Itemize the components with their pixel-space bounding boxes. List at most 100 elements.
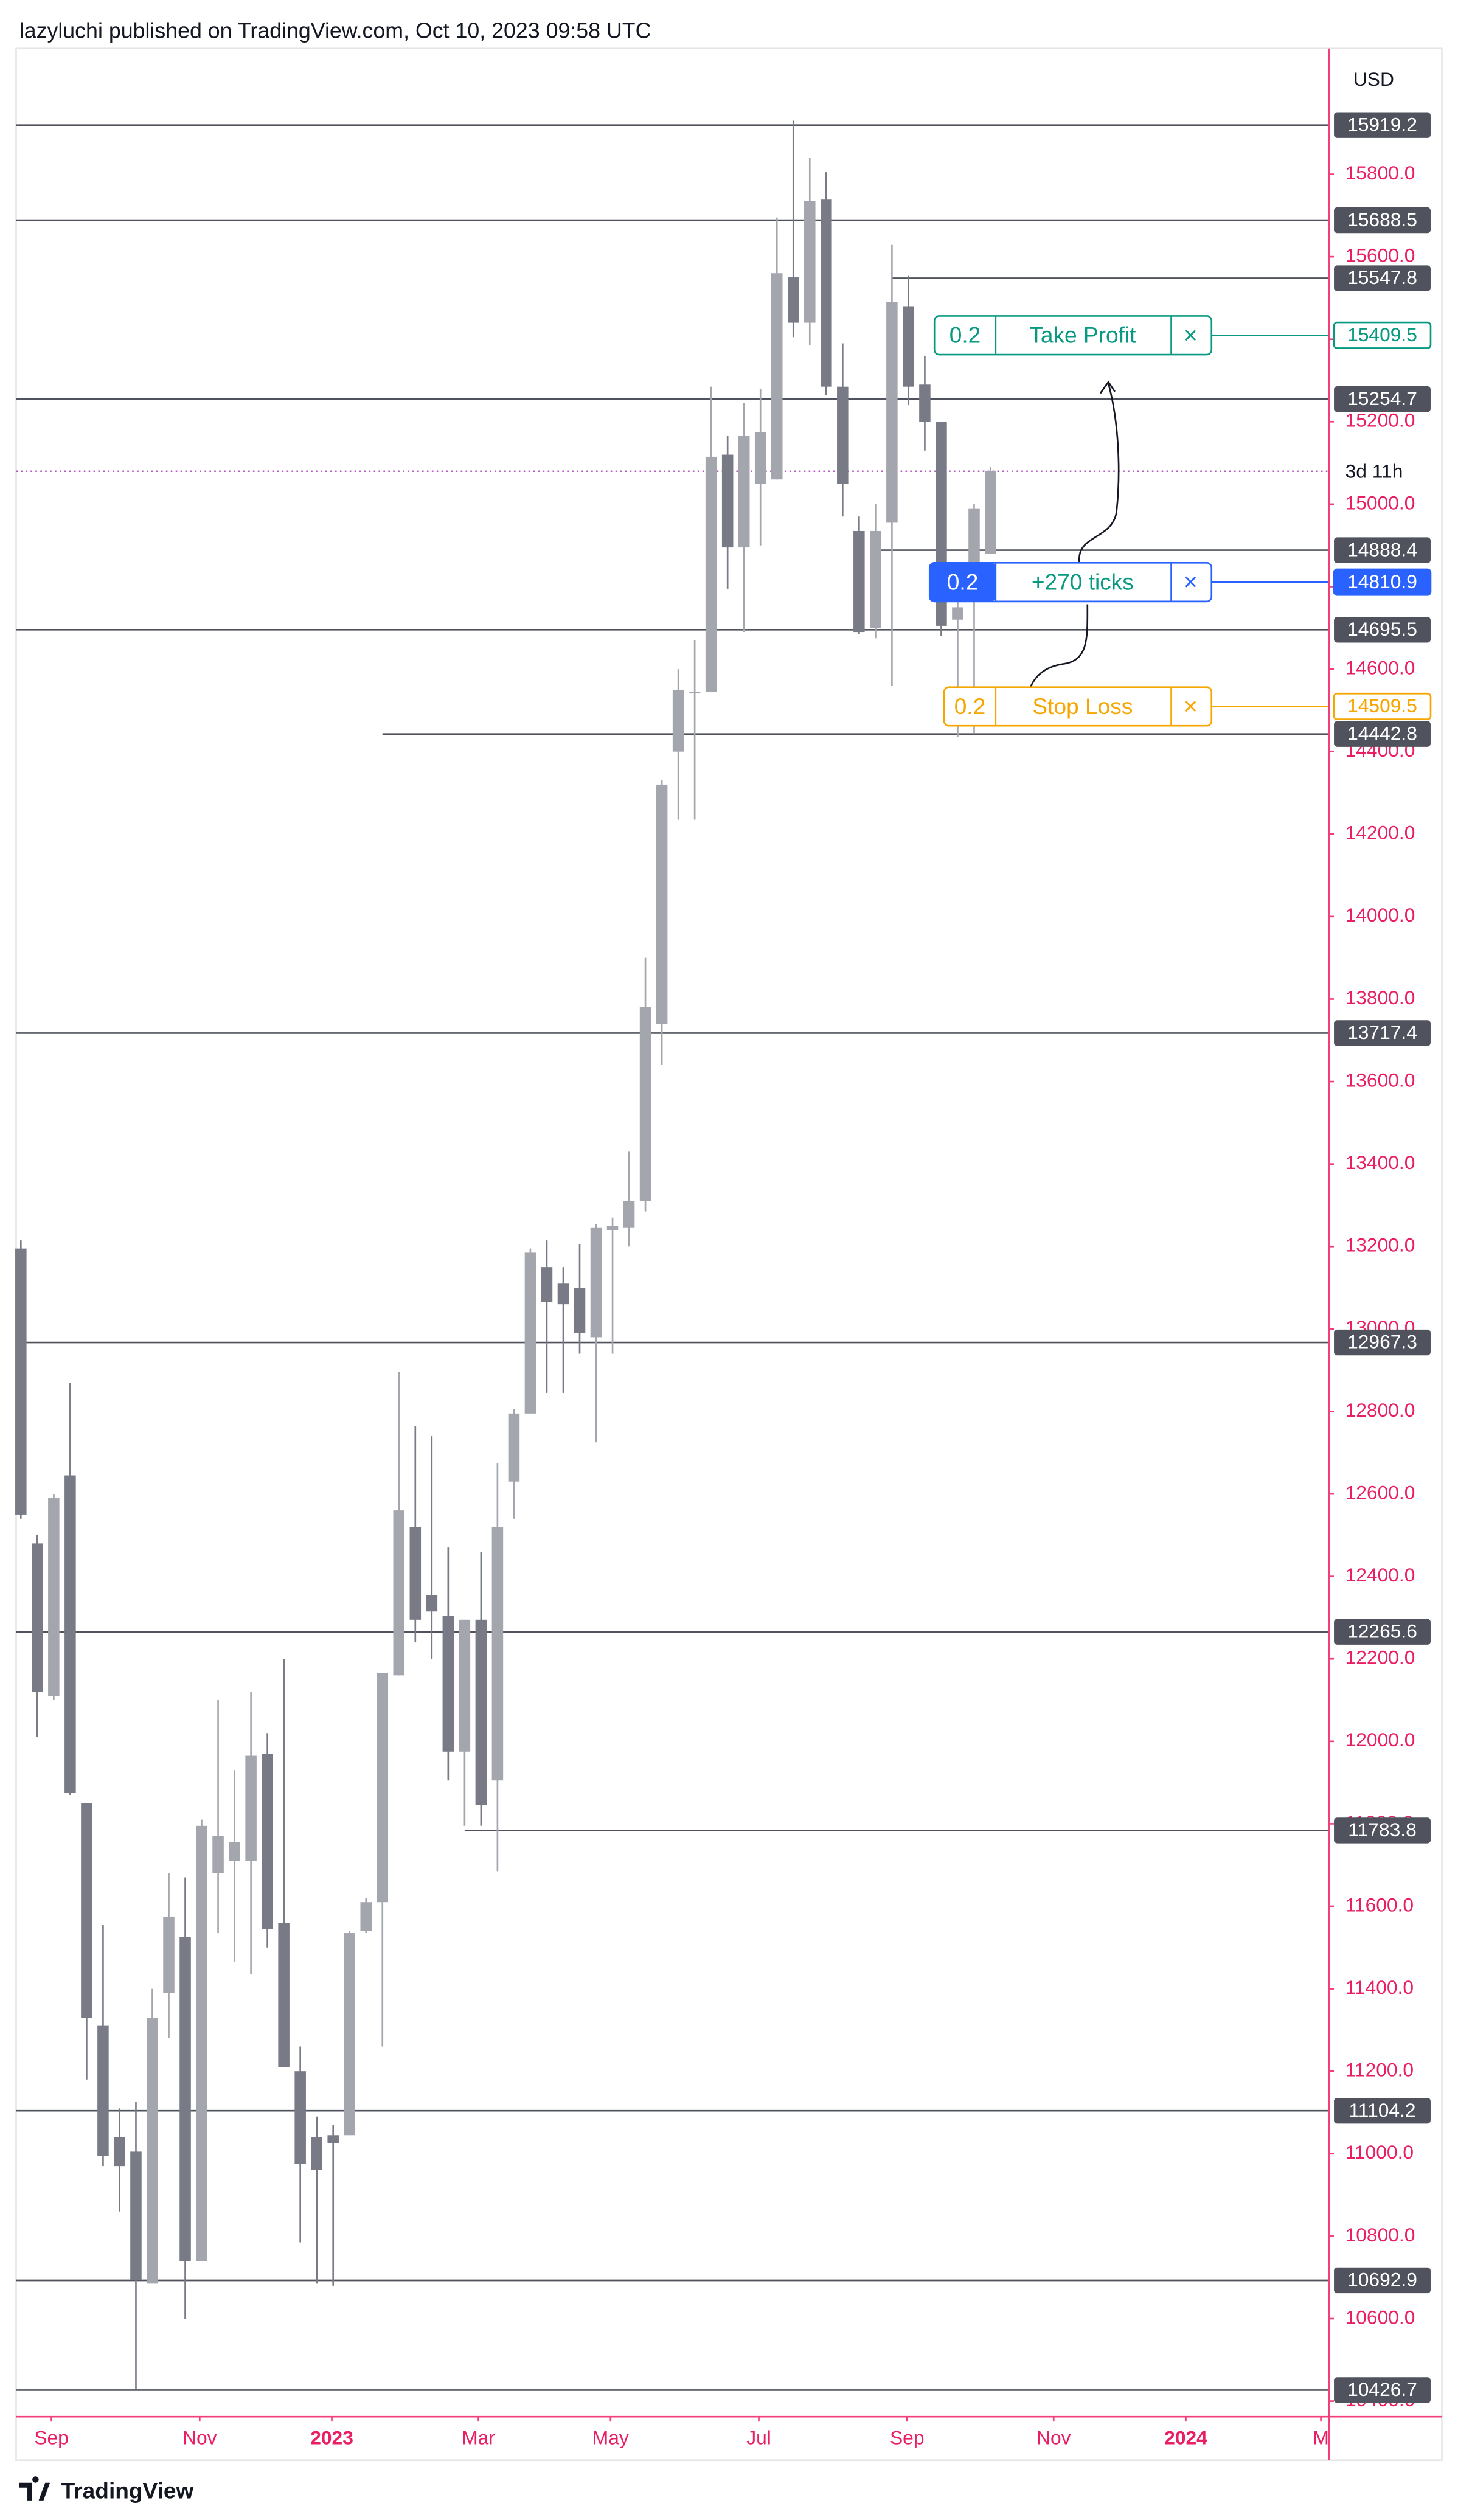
take-profit-close: ×	[1184, 322, 1198, 349]
candle-body	[32, 1543, 43, 1692]
y-tick-label: 10600.0	[1345, 2306, 1415, 2328]
y-tick-label: 12200.0	[1345, 1647, 1415, 1668]
level-tag	[1334, 2097, 1431, 2124]
candle-body	[705, 456, 717, 692]
y-tick-label: 14600.0	[1345, 656, 1415, 678]
candle-body	[804, 201, 816, 323]
level-tag	[1334, 537, 1431, 563]
candle-body	[442, 1616, 454, 1752]
candle-body	[886, 302, 898, 523]
candle-body	[327, 2135, 339, 2143]
level-tag	[1334, 2377, 1431, 2403]
candle-body	[196, 1825, 207, 2261]
x-tick-label: Mar	[462, 2427, 495, 2449]
take-profit-qty: 0.2	[949, 322, 981, 348]
x-tick-label: May	[592, 2427, 629, 2449]
candle-body	[771, 273, 783, 480]
level-label: 14442.8	[1347, 722, 1417, 744]
y-tick-label: 12400.0	[1345, 1564, 1415, 1586]
y-tick-label: 13200.0	[1345, 1234, 1415, 1256]
candle-body	[787, 277, 799, 323]
candle-body	[344, 1933, 355, 2136]
level-label: 15688.5	[1347, 209, 1417, 231]
level-tag	[1334, 207, 1431, 234]
level-tag	[1334, 112, 1431, 138]
entry-tag-label: 14810.9	[1347, 571, 1417, 592]
level-tag	[1334, 1329, 1431, 1356]
level-label: 11783.8	[1348, 1819, 1416, 1841]
y-tick-label: 11000.0	[1345, 2141, 1414, 2163]
stop-loss-box	[943, 686, 1213, 727]
currency: USD	[1353, 68, 1394, 90]
level-label: 13717.4	[1347, 1021, 1417, 1043]
header: lazyluchi published on TradingView.com, …	[19, 19, 651, 43]
candle-body	[114, 2137, 125, 2167]
stop-loss-tag	[1333, 692, 1432, 720]
countdown: 3d 11h	[1345, 460, 1403, 482]
candle-body	[48, 1498, 60, 1696]
entry-label: +270 ticks	[1032, 569, 1134, 595]
candle-body	[754, 432, 766, 484]
candle-body	[15, 1248, 27, 1515]
candle-body	[968, 508, 980, 564]
y-tick-label: 12000.0	[1345, 1729, 1415, 1751]
x-tick-label: Sep	[34, 2427, 69, 2449]
level-tag	[1334, 721, 1431, 747]
y-tick-label: 11400.0	[1345, 1976, 1414, 1998]
candle-body	[245, 1755, 257, 1861]
x-tick-label: M	[1313, 2427, 1328, 2449]
candle-body	[278, 1923, 290, 2067]
y-tick-label: 14000.0	[1345, 904, 1415, 926]
entry-close: ×	[1184, 569, 1198, 595]
candle-body	[606, 1226, 619, 1230]
entry-tag	[1333, 568, 1432, 596]
level-tag	[1334, 265, 1431, 291]
candle-body	[508, 1413, 520, 1482]
y-tick-label: 13400.0	[1345, 1151, 1415, 1173]
brand-logo	[19, 2476, 50, 2501]
candle-body	[672, 689, 684, 752]
candle-body	[837, 386, 849, 484]
level-tag	[1334, 2267, 1431, 2294]
x-tick-label: Jul	[746, 2427, 771, 2449]
level-label: 10426.7	[1347, 2378, 1417, 2400]
candle-body	[179, 1937, 191, 2261]
candle-body	[557, 1283, 569, 1305]
candle-body	[491, 1527, 504, 1781]
candle-body	[81, 1803, 92, 2018]
level-tag	[1334, 1817, 1431, 1844]
x-tick-label: Sep	[890, 2427, 925, 2449]
candle-body	[919, 384, 931, 422]
take-profit-tag-label: 15409.5	[1347, 324, 1417, 345]
entry-qty-box	[929, 563, 996, 602]
candle-body	[853, 530, 865, 633]
candle-body	[426, 1595, 438, 1612]
x-tick-label: Nov	[182, 2427, 217, 2449]
level-tag	[1334, 1619, 1431, 1645]
candle-body	[459, 1619, 471, 1752]
level-label: 10692.9	[1347, 2269, 1417, 2291]
level-label: 15254.7	[1347, 387, 1417, 409]
drawing-arrowhead	[1099, 380, 1116, 394]
y-tick-label: 11600.0	[1345, 1893, 1414, 1915]
level-label: 15547.8	[1347, 266, 1417, 288]
drawing-arrow	[1078, 383, 1120, 563]
stop-loss-close: ×	[1184, 693, 1198, 720]
level-label: 14888.4	[1347, 538, 1417, 560]
candle-body	[229, 1842, 240, 1861]
level-tag	[1334, 617, 1431, 643]
y-tick-label: 15800.0	[1345, 162, 1415, 184]
candle-body	[360, 1902, 372, 1931]
candle-body	[262, 1754, 273, 1929]
level-label: 11104.2	[1349, 2099, 1415, 2121]
y-tick-label: 15000.0	[1345, 491, 1415, 513]
x-tick-label: Nov	[1036, 2427, 1071, 2449]
candle-body	[952, 607, 963, 620]
candle-body	[64, 1475, 76, 1793]
candle-body	[311, 2137, 322, 2170]
candle-body	[97, 2025, 109, 2156]
candle-body	[574, 1288, 586, 1333]
level-label: 12265.6	[1347, 1620, 1417, 1642]
